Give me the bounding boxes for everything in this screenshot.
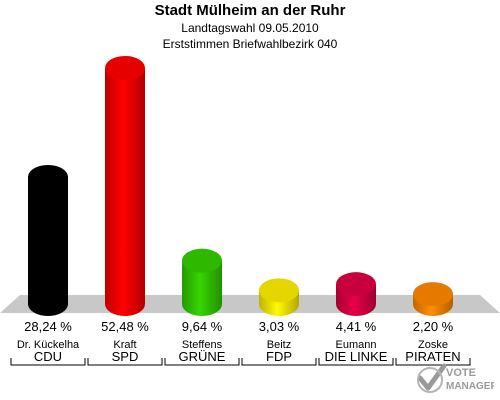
candidate-label: Kraft (113, 339, 136, 351)
candidate-label: Steffens (182, 339, 223, 351)
value-label: 4,41 % (336, 319, 377, 334)
value-label: 28,24 % (24, 319, 72, 334)
value-label: 9,64 % (182, 319, 223, 334)
party-label: DIE LINKE (325, 349, 388, 364)
bar-top (182, 248, 222, 273)
bar-top (259, 278, 299, 303)
bar-top (413, 282, 453, 307)
bar-cdu (28, 165, 68, 316)
candidate-label: Eumann (336, 339, 377, 351)
bar-spd (105, 56, 145, 316)
chart-subtitle-district: Erststimmen Briefwahlbezirk 040 (162, 37, 338, 51)
party-bracket (164, 358, 240, 366)
party-bracket (241, 358, 317, 366)
bar-top (336, 272, 376, 297)
value-label: 2,20 % (413, 319, 454, 334)
bar-grüne (182, 248, 222, 316)
party-label: PIRATEN (405, 349, 460, 364)
party-bracket (395, 358, 471, 366)
bar-fdp (259, 278, 299, 316)
votemanager-logo: VOTE MANAGER (417, 363, 494, 393)
bar-top (105, 56, 145, 80)
candidate-label: Beitz (267, 339, 291, 351)
party-label: GRÜNE (179, 349, 226, 364)
party-label: SPD (112, 349, 139, 364)
value-label: 52,48 % (101, 319, 149, 334)
party-bracket (87, 358, 163, 366)
party-label: FDP (266, 349, 292, 364)
value-label: 3,03 % (259, 319, 300, 334)
party-bracket (10, 358, 86, 366)
chart-header: Stadt Mülheim an der Ruhr Landtagswahl 0… (0, 0, 500, 52)
bar-die-linke (336, 272, 376, 316)
party-label: CDU (34, 349, 62, 364)
logo-text-vote: VOTE (446, 367, 476, 379)
bar-body (182, 260, 222, 316)
bar-top (28, 165, 68, 190)
party-bracket (318, 358, 394, 366)
bar-body (28, 177, 68, 316)
bar-body (105, 68, 145, 316)
checkmark-icon (417, 363, 447, 393)
logo-text-manager: MANAGER (446, 381, 494, 392)
chart-title: Stadt Mülheim an der Ruhr (154, 2, 346, 19)
bar-piraten (413, 282, 453, 316)
candidate-label: Zoske (418, 339, 448, 351)
chart-subtitle-election: Landtagswahl 09.05.2010 (181, 21, 319, 35)
candidate-label: Dr. Kückelha (17, 339, 80, 351)
